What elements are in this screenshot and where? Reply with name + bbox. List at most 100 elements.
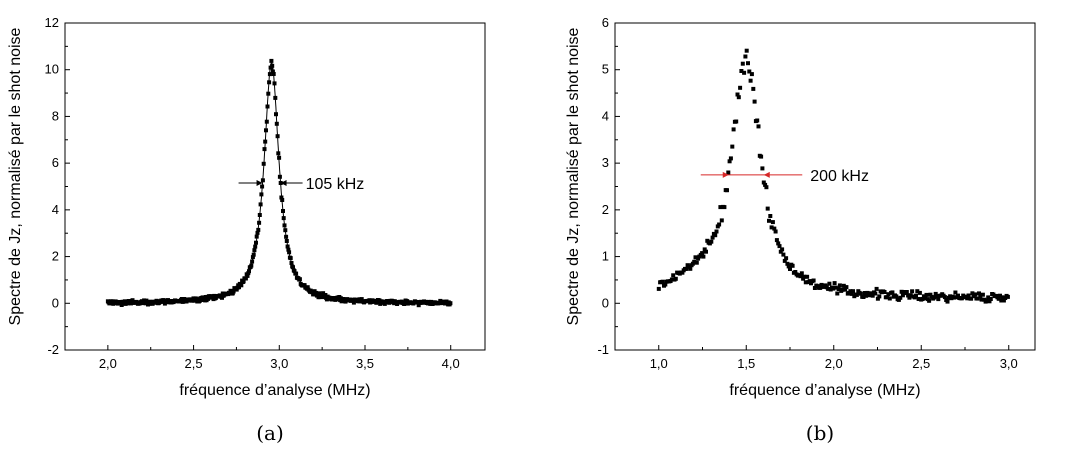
data-point	[261, 161, 266, 166]
data-point	[788, 267, 792, 271]
data-point	[702, 247, 707, 252]
y-tick-label: 1	[602, 249, 609, 264]
data-point	[776, 241, 781, 246]
fwhm-arrowhead-right	[763, 171, 770, 178]
data-point	[738, 85, 743, 90]
data-point	[942, 295, 947, 300]
data-point	[984, 298, 989, 303]
data-point	[130, 298, 135, 303]
data-point	[281, 216, 286, 221]
chart-panel-a: 2,0 2,5 3,0 3,5 4,0 -2 0 2 4 6 8 10 12 fréquence d’an…	[7, 15, 486, 445]
data-point	[739, 69, 744, 73]
data-point	[751, 86, 756, 91]
data-point	[736, 95, 741, 100]
data-point	[284, 239, 289, 243]
data-point	[735, 92, 740, 97]
data-point	[851, 289, 855, 294]
y-tick-label: 4	[52, 202, 59, 217]
y-tick-label: 0	[602, 295, 609, 310]
data-point	[709, 239, 714, 244]
data-point	[260, 178, 265, 183]
data-point	[987, 299, 992, 304]
data-point	[785, 261, 790, 266]
data-points	[656, 48, 1010, 304]
data-point	[904, 290, 909, 294]
data-point	[263, 139, 268, 144]
y-tick-label: 6	[602, 15, 609, 30]
data-points	[105, 58, 453, 308]
data-point	[255, 230, 260, 235]
data-point	[701, 254, 706, 259]
data-point	[910, 289, 915, 294]
data-point	[799, 271, 804, 276]
data-point	[798, 274, 803, 279]
data-point	[247, 269, 251, 274]
data-point	[886, 292, 891, 297]
data-point	[760, 166, 765, 171]
data-point	[402, 301, 407, 306]
data-point	[970, 291, 975, 296]
data-point	[764, 185, 769, 190]
y-tick-label: -2	[47, 342, 59, 357]
data-point	[257, 220, 262, 225]
data-point	[1003, 296, 1008, 300]
data-point	[297, 277, 302, 282]
data-point	[832, 281, 837, 286]
data-point	[727, 159, 732, 164]
data-point	[289, 261, 294, 265]
data-point	[763, 182, 768, 187]
data-point	[956, 293, 960, 298]
data-point	[725, 188, 729, 193]
data-point	[894, 294, 899, 299]
data-point	[877, 294, 882, 299]
data-point	[854, 292, 859, 297]
data-point	[952, 295, 957, 300]
data-point	[927, 298, 932, 303]
data-point	[179, 297, 184, 301]
data-point	[833, 285, 838, 290]
data-point	[285, 244, 290, 249]
plot-frame	[614, 22, 1036, 351]
data-point	[283, 228, 288, 233]
data-point	[805, 274, 810, 279]
data-point	[713, 233, 718, 238]
x-axis-label: fréquence d’analyse (MHz)	[179, 382, 370, 399]
fwhm-arrowhead-right	[280, 179, 287, 186]
data-point	[378, 301, 383, 306]
data-point	[996, 296, 1001, 301]
data-point	[239, 283, 244, 288]
data-point	[975, 296, 980, 301]
data-point	[267, 80, 272, 85]
data-point	[280, 198, 285, 202]
data-point	[793, 270, 798, 274]
x-tick-label: 2,0	[825, 356, 843, 371]
y-tick-label: 8	[52, 108, 59, 123]
data-point	[861, 295, 866, 299]
data-point	[264, 128, 268, 133]
data-point	[999, 298, 1004, 303]
data-point	[924, 292, 929, 297]
data-point	[988, 297, 993, 301]
data-point	[1001, 298, 1006, 303]
data-point	[294, 271, 299, 276]
data-point	[241, 279, 246, 284]
data-point	[288, 256, 293, 261]
data-point	[351, 300, 356, 305]
data-point	[252, 248, 257, 253]
data-point	[726, 170, 731, 175]
data-point	[917, 290, 922, 295]
data-point	[844, 285, 849, 290]
data-point	[979, 297, 984, 302]
data-point	[744, 48, 749, 53]
data-point	[694, 260, 699, 265]
data-point	[321, 291, 326, 296]
data-point	[928, 292, 933, 297]
data-point	[254, 234, 259, 239]
data-point	[778, 249, 783, 254]
data-point	[277, 155, 282, 160]
data-point	[773, 229, 778, 234]
data-point	[826, 286, 831, 291]
data-point	[245, 273, 250, 278]
data-point	[858, 291, 863, 296]
data-point	[998, 293, 1002, 298]
